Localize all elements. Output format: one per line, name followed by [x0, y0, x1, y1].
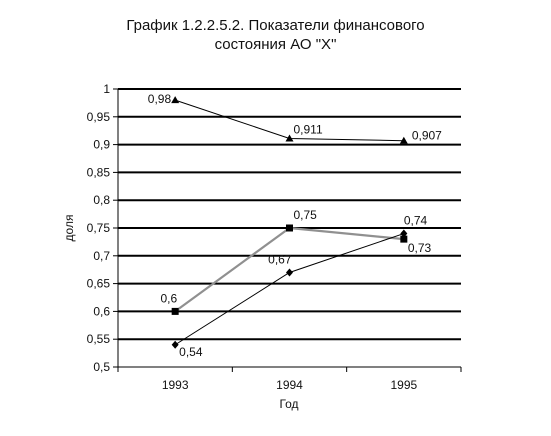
axes [113, 88, 462, 372]
y-axis-tick-labels: 0,5 0,55 0,6 0,65 0,7 0,75 0,8 0,85 0,9 0,95 1 [87, 82, 111, 374]
y-tick-label: 1 [103, 82, 110, 96]
y-tick-label: 0,5 [93, 360, 110, 374]
triangle-marker [171, 96, 180, 104]
data-label: 0,98 [148, 92, 172, 106]
y-axis-label: доля [62, 215, 76, 242]
data-label: 0,67 [268, 252, 292, 266]
y-tick-label: 0,85 [87, 165, 111, 179]
y-tick-label: 0,6 [93, 304, 110, 318]
y-tick-label: 0,9 [93, 138, 110, 152]
data-label: 0,75 [294, 208, 318, 222]
data-label: 0,54 [179, 345, 203, 359]
square-marker [286, 224, 293, 232]
chart-title: График 1.2.2.5.2. Показатели финансового… [0, 16, 551, 54]
chart-title-line-1: График 1.2.2.5.2. Показатели финансового [126, 17, 425, 34]
data-label: 0,74 [404, 214, 428, 228]
diamond-marker [171, 340, 179, 349]
x-axis-label: Год [279, 397, 298, 411]
x-tick-label: 1994 [276, 378, 303, 392]
data-label: 0,911 [294, 122, 323, 136]
diamond-marker [400, 229, 408, 238]
x-tick-label: 1993 [162, 378, 189, 392]
triangle-marker [285, 134, 294, 142]
chart-title-line-2: состояния АО "Х" [214, 36, 337, 53]
y-tick-label: 0,7 [93, 249, 110, 263]
x-axis-tick-labels: 1993 1994 1995 [162, 378, 418, 392]
y-tick-label: 0,55 [87, 332, 111, 346]
data-label: 0,907 [412, 129, 442, 143]
y-tick-label: 0,65 [87, 277, 111, 291]
y-tick-label: 0,95 [87, 110, 111, 124]
series-markers [171, 96, 408, 349]
square-marker [400, 235, 408, 243]
data-label: 0,6 [160, 291, 177, 305]
series-line [174, 233, 404, 346]
diamond-marker [286, 268, 293, 277]
square-marker [171, 307, 179, 315]
y-tick-label: 0,75 [87, 221, 111, 235]
data-labels: 0,98 0,911 0,907 0,6 0,75 0,73 0,54 0,67 0,74 [148, 92, 442, 359]
x-tick-label: 1995 [390, 378, 417, 392]
triangle-marker [399, 136, 408, 144]
data-label: 0,73 [408, 241, 432, 255]
y-tick-label: 0,8 [93, 193, 110, 207]
